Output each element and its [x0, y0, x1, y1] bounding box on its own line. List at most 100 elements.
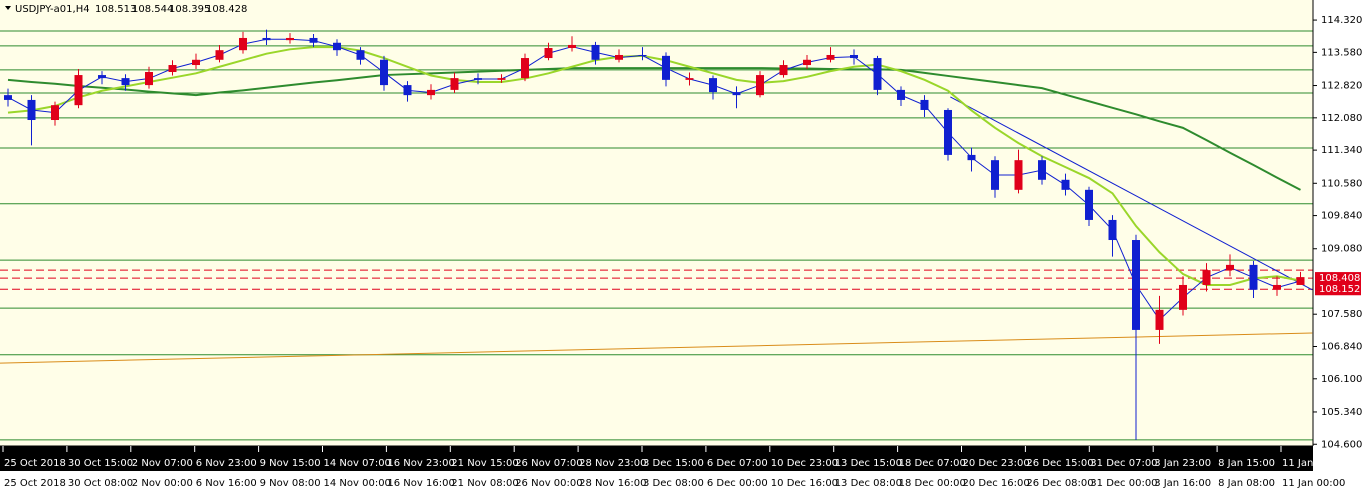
- time-label: 25 Oct 2018: [4, 458, 66, 469]
- time-label: 21 Nov 08:00: [451, 478, 518, 489]
- time-label: 11 Jan 0: [1282, 458, 1323, 469]
- time-label: 30 Oct 08:00: [68, 478, 133, 489]
- candle-body: [1249, 264, 1258, 290]
- time-label: 26 Dec 08:00: [1026, 478, 1093, 489]
- candle-body: [309, 37, 318, 43]
- time-label: 6 Dec 07:00: [707, 458, 768, 469]
- candle-body: [262, 37, 271, 41]
- y-tick-label: 114.320: [1321, 15, 1362, 26]
- time-label: 3 Jan 23:00: [1154, 458, 1211, 469]
- header-high: 108.544: [132, 4, 173, 15]
- time-label: 3 Jan 16:00: [1154, 478, 1211, 489]
- time-label: 28 Nov 16:00: [579, 478, 646, 489]
- y-tick-label: 110.580: [1321, 178, 1362, 189]
- price-label: 108.152: [1319, 284, 1360, 295]
- time-label: 10 Dec 16:00: [771, 478, 838, 489]
- candle-body: [1273, 284, 1281, 290]
- time-label: 31 Dec 00:00: [1090, 478, 1157, 489]
- time-label: 20 Dec 16:00: [963, 478, 1030, 489]
- candle-body: [920, 99, 929, 110]
- y-tick-label: 107.580: [1321, 309, 1362, 320]
- time-label: 16 Nov 23:00: [387, 458, 454, 469]
- candle-body: [568, 44, 576, 49]
- candle-body: [1014, 160, 1023, 190]
- candle-body: [215, 50, 224, 60]
- candle-body: [380, 59, 388, 86]
- y-tick-label: 109.840: [1321, 211, 1362, 222]
- trend-line: [950, 96, 1313, 291]
- time-label: 26 Nov 00:00: [515, 478, 582, 489]
- candle-body: [239, 37, 247, 51]
- time-label: 14 Nov 07:00: [324, 458, 391, 469]
- candle-body: [826, 54, 835, 60]
- candle-body: [615, 54, 623, 60]
- time-label: 25 Oct 2018: [4, 478, 66, 489]
- candle-body: [803, 59, 811, 66]
- candle-body: [121, 78, 130, 86]
- header-arrow: [5, 6, 11, 10]
- y-tick-label: 113.580: [1321, 47, 1362, 58]
- candle-body: [27, 99, 36, 121]
- candle-body: [356, 50, 365, 60]
- moving-average: [7, 67, 1301, 191]
- y-tick-label: 105.340: [1321, 407, 1362, 418]
- header-open: 108.513: [95, 4, 136, 15]
- time-axis-band: [0, 446, 1313, 471]
- candle-body: [51, 105, 59, 121]
- price-label-box: [1315, 272, 1361, 285]
- time-label: 6 Nov 16:00: [196, 478, 257, 489]
- candle-body: [685, 78, 694, 80]
- candle-body: [474, 78, 482, 80]
- candle-body: [544, 48, 553, 59]
- y-tick-label: 106.840: [1321, 342, 1362, 353]
- header-low: 108.395: [169, 4, 210, 15]
- y-tick-label: 112.080: [1321, 113, 1362, 124]
- time-label: 2 Nov 07:00: [132, 458, 193, 469]
- candle-body: [168, 65, 177, 73]
- time-label: 26 Dec 15:00: [1026, 458, 1093, 469]
- y-tick-label: 111.340: [1321, 145, 1362, 156]
- time-label: 8 Jan 15:00: [1218, 458, 1275, 469]
- y-tick-label: 109.080: [1321, 244, 1362, 255]
- candle-body: [709, 78, 717, 93]
- time-label: 8 Jan 08:00: [1218, 478, 1275, 489]
- candle-body: [1202, 270, 1211, 285]
- candle-body: [850, 54, 858, 59]
- time-label: 11 Jan 00:00: [1282, 478, 1345, 489]
- candle-body: [591, 44, 600, 60]
- time-label: 20 Dec 23:00: [963, 458, 1030, 469]
- price-label: 108.408: [1319, 273, 1360, 284]
- time-label: 28 Nov 23:00: [579, 458, 646, 469]
- time-label: 2 Nov 00:00: [132, 478, 193, 489]
- candle-body: [98, 75, 106, 79]
- time-label: 9 Nov 15:00: [260, 458, 321, 469]
- time-label: 9 Nov 08:00: [260, 478, 321, 489]
- candle-body: [1085, 189, 1093, 220]
- time-label: 13 Dec 08:00: [835, 478, 902, 489]
- candle-body: [873, 58, 882, 90]
- time-label: 13 Dec 15:00: [835, 458, 902, 469]
- time-label: 30 Oct 15:00: [68, 458, 133, 469]
- candle-body: [1132, 240, 1140, 330]
- candle-body: [662, 55, 670, 80]
- time-label: 31 Dec 07:00: [1090, 458, 1157, 469]
- candle-body: [1108, 219, 1117, 241]
- candle-body: [286, 37, 294, 41]
- plot-background: [0, 0, 1313, 446]
- candle-body: [1179, 284, 1187, 310]
- time-label: 26 Nov 07:00: [515, 458, 582, 469]
- candle-body: [756, 75, 764, 96]
- candle-body: [732, 92, 741, 96]
- time-label: 3 Dec 15:00: [643, 458, 704, 469]
- candle-body: [145, 72, 153, 86]
- trend-line: [0, 332, 1313, 364]
- moving-average: [7, 46, 1301, 286]
- candle-body: [1226, 264, 1234, 271]
- plot-area: [0, 29, 1313, 441]
- candle-body: [638, 54, 647, 56]
- y-tick-label: 104.600: [1321, 439, 1362, 450]
- candle-body: [333, 42, 341, 51]
- header-close: 108.428: [206, 4, 247, 15]
- time-label: 6 Nov 23:00: [196, 458, 257, 469]
